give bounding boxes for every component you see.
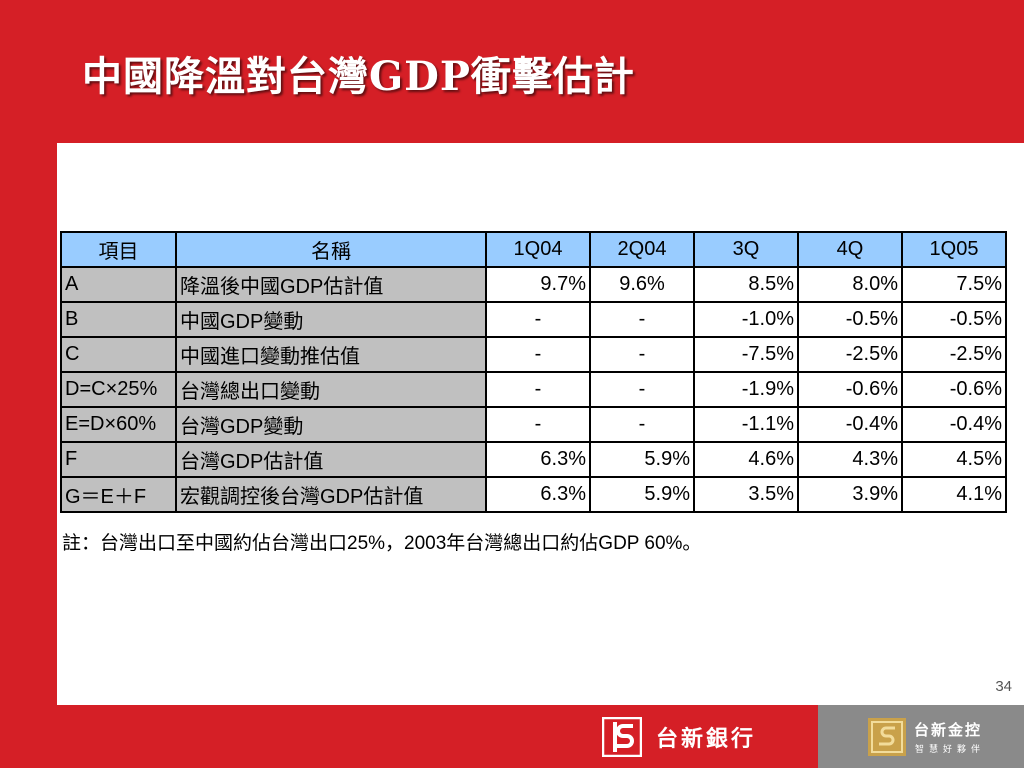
footer-bar: 台新銀行 台新金控 智慧好夥伴 xyxy=(0,705,1024,768)
value-cell: - xyxy=(589,301,695,338)
slide-title: 中國降溫對台灣GDP衝擊估計 xyxy=(82,53,635,100)
value-cell: - xyxy=(485,301,591,338)
value-cell: - xyxy=(485,406,591,443)
taishin-logo-icon xyxy=(602,717,642,757)
value-cell: -0.6% xyxy=(901,371,1007,408)
row-item: B xyxy=(60,301,177,338)
bank-brand: 台新銀行 xyxy=(602,717,756,757)
value-cell: -1.0% xyxy=(693,301,799,338)
value-cell: -0.5% xyxy=(901,301,1007,338)
value-cell: 7.5% xyxy=(901,266,1007,303)
table-header-row: 項目 名稱 1Q04 2Q04 3Q 4Q 1Q05 xyxy=(60,231,1007,268)
holding-brand: 台新金控 智慧好夥伴 xyxy=(818,705,1024,768)
value-cell: -0.6% xyxy=(797,371,903,408)
row-item: C xyxy=(60,336,177,373)
row-name: 中國進口變動推估值 xyxy=(175,336,487,373)
value-cell: -1.1% xyxy=(693,406,799,443)
page-number: 34 xyxy=(995,678,1012,695)
value-cell: - xyxy=(589,336,695,373)
table-row: D=C×25% 台灣總出口變動 - - -1.9% -0.6% -0.6% xyxy=(60,371,1007,408)
row-item: E=D×60% xyxy=(60,406,177,443)
value-cell: - xyxy=(589,406,695,443)
header-3q: 3Q xyxy=(693,231,799,268)
row-item: F xyxy=(60,441,177,478)
table-row: A 降溫後中國GDP估計值 9.7% 9.6% 8.5% 8.0% 7.5% xyxy=(60,266,1007,303)
header-4q: 4Q xyxy=(797,231,903,268)
value-cell: -2.5% xyxy=(797,336,903,373)
header-name: 名稱 xyxy=(175,231,487,268)
gdp-impact-table: 項目 名稱 1Q04 2Q04 3Q 4Q 1Q05 A 降溫後中國GDP估計值… xyxy=(60,231,1007,513)
row-item: G＝E＋F xyxy=(60,476,177,513)
value-cell: - xyxy=(589,371,695,408)
value-cell: -1.9% xyxy=(693,371,799,408)
value-cell: 9.7% xyxy=(485,266,591,303)
value-cell: -0.5% xyxy=(797,301,903,338)
value-cell: - xyxy=(485,336,591,373)
value-cell: 3.9% xyxy=(797,476,903,513)
value-cell: 8.0% xyxy=(797,266,903,303)
table-row: F 台灣GDP估計值 6.3% 5.9% 4.6% 4.3% 4.5% xyxy=(60,441,1007,478)
footnote: 註：台灣出口至中國約佔台灣出口25%，2003年台灣總出口約佔GDP 60%。 xyxy=(62,533,702,554)
row-item: D=C×25% xyxy=(60,371,177,408)
value-cell: 9.6% xyxy=(589,266,695,303)
value-cell: 3.5% xyxy=(693,476,799,513)
header-2q04: 2Q04 xyxy=(589,231,695,268)
value-cell: 4.3% xyxy=(797,441,903,478)
value-cell: 8.5% xyxy=(693,266,799,303)
value-cell: -7.5% xyxy=(693,336,799,373)
table-row: C 中國進口變動推估值 - - -7.5% -2.5% -2.5% xyxy=(60,336,1007,373)
value-cell: 4.5% xyxy=(901,441,1007,478)
row-name: 中國GDP變動 xyxy=(175,301,487,338)
holding-slogan: 智慧好夥伴 xyxy=(915,745,986,755)
holding-name: 台新金控 xyxy=(914,721,983,739)
row-name: 台灣GDP估計值 xyxy=(175,441,487,478)
table-row: B 中國GDP變動 - - -1.0% -0.5% -0.5% xyxy=(60,301,1007,338)
header-1q05: 1Q05 xyxy=(901,231,1007,268)
value-cell: -0.4% xyxy=(797,406,903,443)
row-item: A xyxy=(60,266,177,303)
value-cell: 5.9% xyxy=(589,476,695,513)
table-row: E=D×60% 台灣GDP變動 - - -1.1% -0.4% -0.4% xyxy=(60,406,1007,443)
value-cell: -2.5% xyxy=(901,336,1007,373)
value-cell: -0.4% xyxy=(901,406,1007,443)
header-item: 項目 xyxy=(60,231,177,268)
content-panel: 項目 名稱 1Q04 2Q04 3Q 4Q 1Q05 A 降溫後中國GDP估計值… xyxy=(57,143,1024,705)
row-name: 台灣GDP變動 xyxy=(175,406,487,443)
row-name: 台灣總出口變動 xyxy=(175,371,487,408)
value-cell: 4.1% xyxy=(901,476,1007,513)
value-cell: 5.9% xyxy=(589,441,695,478)
header-1q04: 1Q04 xyxy=(485,231,591,268)
row-name: 宏觀調控後台灣GDP估計值 xyxy=(175,476,487,513)
value-cell: - xyxy=(485,371,591,408)
bank-name: 台新銀行 xyxy=(656,727,757,752)
value-cell: 6.3% xyxy=(485,441,591,478)
row-name: 降溫後中國GDP估計值 xyxy=(175,266,487,303)
holding-logo-icon xyxy=(868,718,906,756)
value-cell: 4.6% xyxy=(693,441,799,478)
value-cell: 6.3% xyxy=(485,476,591,513)
table-row: G＝E＋F 宏觀調控後台灣GDP估計值 6.3% 5.9% 3.5% 3.9% … xyxy=(60,476,1007,513)
